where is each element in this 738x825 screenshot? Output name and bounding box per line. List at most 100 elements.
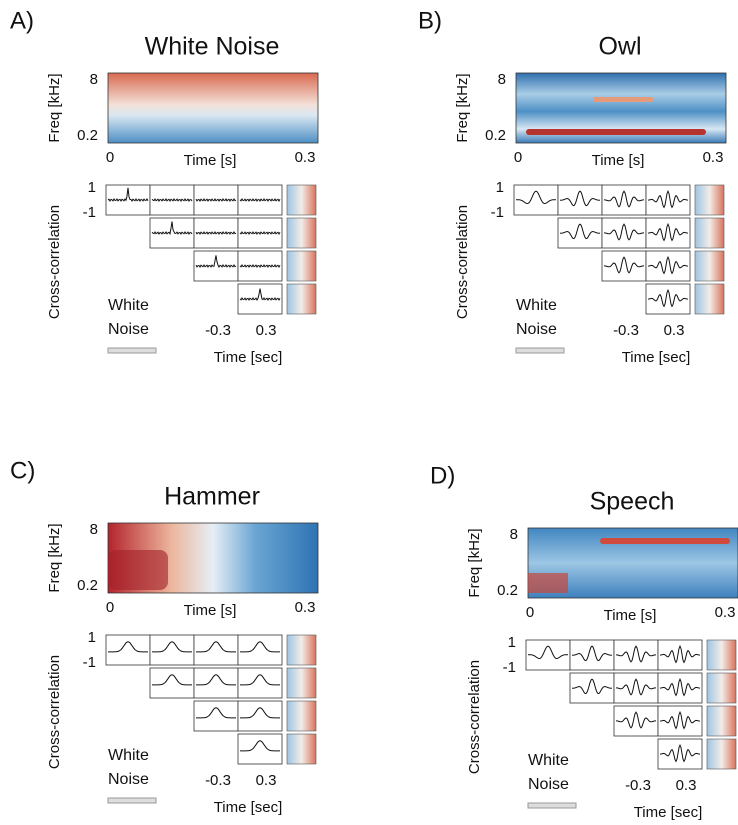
y-axis-label: Cross-correlation	[46, 655, 63, 769]
legend-text: Noise	[516, 321, 557, 338]
x-tick-label: 0	[106, 599, 114, 616]
xcorr-cell	[238, 635, 282, 665]
xcorr-spectrum	[695, 284, 724, 314]
spectro-band	[108, 550, 168, 590]
x-tick-label: 0.3	[676, 777, 697, 794]
panel-label: A)	[10, 7, 34, 34]
x-tick-label: -0.3	[613, 322, 639, 339]
xcorr-cell	[194, 635, 238, 665]
xcorr-cell	[194, 701, 238, 731]
xcorr-spectrum	[287, 668, 316, 698]
legend-text: Noise	[108, 771, 149, 788]
x-tick-label: -0.3	[205, 322, 231, 339]
y-tick-label: 8	[510, 526, 518, 543]
xcorr-cell	[614, 640, 658, 670]
spectrogram	[108, 73, 318, 143]
xcorr-cell	[602, 251, 646, 281]
xcorr-cell	[238, 668, 282, 698]
xcorr-cell	[570, 640, 614, 670]
xcorr-spectrum	[707, 706, 736, 736]
spectro-band	[528, 573, 568, 593]
panel-label: D)	[430, 462, 455, 489]
legend-text: White	[516, 297, 557, 314]
xcorr-spectrum	[707, 673, 736, 703]
y-tick-label: 1	[88, 629, 96, 646]
xcorr-spectrum	[695, 218, 724, 248]
x-tick-label: 0.3	[703, 149, 724, 166]
y-tick-label: 1	[496, 179, 504, 196]
y-axis-label: Freq [kHz]	[466, 528, 483, 597]
y-axis-label: Freq [kHz]	[454, 73, 471, 142]
xcorr-cell	[614, 706, 658, 736]
xcorr-spectrum	[695, 185, 724, 215]
panel-title: Hammer	[164, 483, 260, 511]
panel-label: B)	[418, 7, 442, 34]
xcorr-cell	[194, 668, 238, 698]
xcorr-cell	[558, 185, 602, 215]
x-axis-label: Time [sec]	[214, 349, 283, 366]
xcorr-spectrum	[707, 640, 736, 670]
xcorr-cell	[238, 734, 282, 764]
xcorr-cell	[150, 635, 194, 665]
y-axis-label: Freq [kHz]	[46, 73, 63, 142]
legend-swatch	[108, 348, 156, 353]
xcorr-cell	[614, 673, 658, 703]
x-tick-label: 0	[106, 149, 114, 166]
y-tick-label: 8	[90, 521, 98, 538]
panel: A)White NoiseFreq [kHz]80.20Time [s]0.31…	[10, 7, 318, 366]
x-tick-label: 0.3	[256, 322, 277, 339]
x-tick-label: 0.3	[715, 604, 736, 621]
xcorr-cell	[238, 701, 282, 731]
panel-title: White Noise	[145, 33, 280, 61]
x-tick-label: 0.3	[664, 322, 685, 339]
xcorr-cell	[106, 635, 150, 665]
y-tick-label: 8	[498, 71, 506, 88]
y-axis-label: Cross-correlation	[454, 205, 471, 319]
x-axis-label: Time [sec]	[634, 804, 703, 821]
spectro-band	[593, 97, 653, 102]
y-axis-label: Freq [kHz]	[46, 523, 63, 592]
y-tick-label: 0.2	[485, 127, 506, 144]
x-axis-label: Time [sec]	[622, 349, 691, 366]
legend-text: Noise	[108, 321, 149, 338]
panel-title: Owl	[598, 33, 641, 61]
x-tick-label: 0	[514, 149, 522, 166]
x-axis-label: Time [s]	[184, 152, 237, 169]
legend-text: White	[108, 747, 149, 764]
spectro-band	[526, 129, 706, 135]
x-tick-label: 0	[526, 604, 534, 621]
xcorr-spectrum	[287, 635, 316, 665]
xcorr-spectrum	[287, 284, 316, 314]
legend-text: White	[108, 297, 149, 314]
x-tick-label: 0.3	[295, 599, 316, 616]
y-tick-label: 1	[508, 634, 516, 651]
xcorr-cell	[150, 668, 194, 698]
x-tick-label: -0.3	[625, 777, 651, 794]
legend-swatch	[528, 803, 576, 808]
spectro-band	[600, 538, 730, 544]
y-tick-label: -1	[491, 204, 504, 221]
panel-title: Speech	[590, 488, 675, 516]
xcorr-spectrum	[287, 701, 316, 731]
legend-text: Noise	[528, 776, 569, 793]
legend-text: White	[528, 752, 569, 769]
y-tick-label: 1	[88, 179, 96, 196]
y-tick-label: 0.2	[77, 577, 98, 594]
xcorr-cell	[602, 218, 646, 248]
y-tick-label: -1	[503, 659, 516, 676]
y-tick-label: -1	[83, 654, 96, 671]
x-axis-label: Time [s]	[604, 607, 657, 624]
y-axis-label: Cross-correlation	[466, 660, 483, 774]
xcorr-spectrum	[707, 739, 736, 769]
xcorr-spectrum	[695, 251, 724, 281]
y-tick-label: 0.2	[497, 582, 518, 599]
legend-swatch	[516, 348, 564, 353]
panel: C)HammerFreq [kHz]80.20Time [s]0.31-1Cro…	[10, 457, 318, 816]
xcorr-spectrum	[287, 218, 316, 248]
y-axis-label: Cross-correlation	[46, 205, 63, 319]
x-tick-label: 0.3	[295, 149, 316, 166]
xcorr-spectrum	[287, 734, 316, 764]
figure: A) White Noise Freq [kHz] 8 0.2 0 Time [s] 0.3 1…	[0, 0, 738, 825]
legend-swatch	[108, 798, 156, 803]
